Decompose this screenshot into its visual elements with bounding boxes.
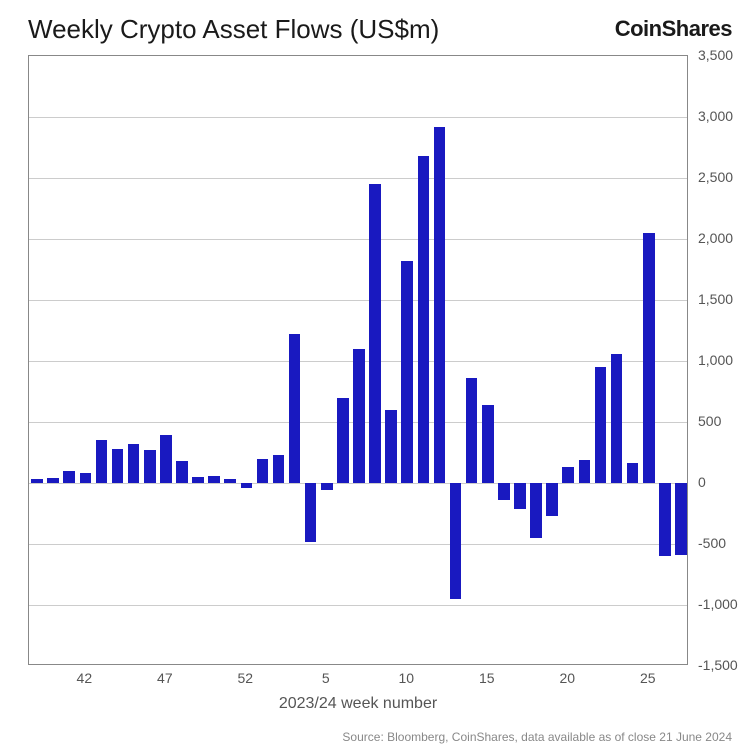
bar: [401, 261, 413, 483]
bar: [418, 156, 430, 483]
plot-area: [28, 55, 688, 665]
bar: [643, 233, 655, 483]
x-tick-label: 5: [322, 670, 330, 686]
bar: [144, 450, 156, 483]
y-tick-label: 0: [698, 474, 706, 490]
bar: [47, 478, 59, 483]
bar: [514, 483, 526, 509]
bar: [434, 127, 446, 483]
gridline: [29, 605, 687, 606]
chart-container: 2023/24 week number -1,500-1,000-5000500…: [28, 55, 688, 665]
bar: [546, 483, 558, 516]
bar: [176, 461, 188, 483]
bar: [659, 483, 671, 556]
y-tick-label: 3,500: [698, 47, 733, 63]
bar: [498, 483, 510, 500]
gridline: [29, 483, 687, 484]
bar: [385, 410, 397, 483]
bar: [31, 479, 43, 483]
x-tick-label: 20: [559, 670, 575, 686]
bar: [450, 483, 462, 599]
chart-title: Weekly Crypto Asset Flows (US$m): [28, 14, 439, 45]
bar: [63, 471, 75, 483]
bar: [257, 459, 269, 483]
y-tick-label: 1,000: [698, 352, 733, 368]
bar: [611, 354, 623, 483]
y-tick-label: 2,000: [698, 230, 733, 246]
x-axis-label: 2023/24 week number: [279, 695, 437, 713]
bar: [160, 435, 172, 483]
bar: [353, 349, 365, 483]
gridline: [29, 544, 687, 545]
gridline: [29, 178, 687, 179]
bar: [482, 405, 494, 483]
y-tick-label: 1,500: [698, 291, 733, 307]
bar: [530, 483, 542, 538]
bar: [112, 449, 124, 483]
x-tick-label: 47: [157, 670, 173, 686]
bar: [321, 483, 333, 490]
bar: [595, 367, 607, 483]
bar: [675, 483, 687, 555]
gridline: [29, 300, 687, 301]
gridline: [29, 239, 687, 240]
bar: [466, 378, 478, 483]
bar: [579, 460, 591, 483]
y-tick-label: -500: [698, 535, 726, 551]
x-tick-label: 10: [398, 670, 414, 686]
bar: [192, 477, 204, 483]
bar: [289, 334, 301, 483]
brand-logo: CoinShares: [615, 16, 732, 42]
y-tick-label: 2,500: [698, 169, 733, 185]
y-tick-label: -1,500: [698, 657, 738, 673]
x-tick-label: 42: [77, 670, 93, 686]
bar: [241, 483, 253, 488]
y-tick-label: -1,000: [698, 596, 738, 612]
bar: [208, 476, 220, 483]
bar: [627, 463, 639, 483]
y-tick-label: 500: [698, 413, 721, 429]
bar: [562, 467, 574, 483]
bar: [273, 455, 285, 483]
x-tick-label: 52: [238, 670, 254, 686]
bar: [305, 483, 317, 542]
bar: [128, 444, 140, 483]
y-tick-label: 3,000: [698, 108, 733, 124]
bar: [369, 184, 381, 483]
bar: [96, 440, 108, 483]
bar: [224, 479, 236, 483]
x-tick-label: 25: [640, 670, 656, 686]
bar: [80, 473, 92, 483]
bar: [337, 398, 349, 483]
gridline: [29, 117, 687, 118]
x-tick-label: 15: [479, 670, 495, 686]
source-attribution: Source: Bloomberg, CoinShares, data avai…: [342, 730, 732, 744]
